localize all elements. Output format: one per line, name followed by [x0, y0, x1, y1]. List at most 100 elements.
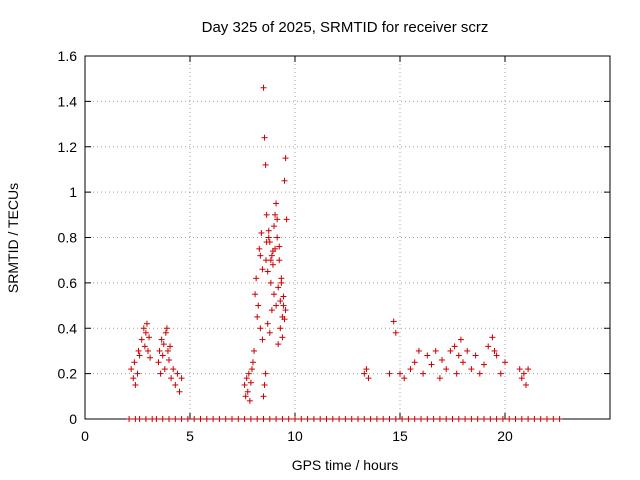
data-point	[310, 416, 317, 422]
data-point	[132, 381, 139, 388]
data-point	[285, 416, 292, 422]
data-point	[523, 381, 529, 388]
data-point	[271, 223, 277, 230]
data-point	[134, 370, 141, 377]
data-point	[283, 216, 290, 223]
data-point	[265, 227, 272, 234]
data-point	[128, 366, 135, 373]
data-point	[160, 341, 167, 348]
data-point	[386, 370, 393, 377]
data-point	[468, 416, 475, 422]
data-point	[157, 370, 164, 377]
data-point	[272, 211, 279, 218]
data-point	[243, 375, 250, 382]
data-point	[263, 211, 270, 218]
data-point	[298, 416, 305, 422]
data-point	[156, 347, 163, 354]
y-tick-label: 1.2	[58, 139, 78, 155]
data-point	[268, 252, 275, 259]
data-point	[367, 416, 374, 422]
data-point	[462, 416, 469, 422]
data-point	[162, 329, 169, 336]
data-point	[168, 375, 175, 382]
data-point	[135, 347, 142, 354]
data-point	[271, 291, 277, 298]
data-point	[184, 416, 191, 422]
data-point	[197, 416, 204, 422]
data-point	[266, 329, 273, 336]
data-point	[131, 359, 138, 366]
x-tick-label: 5	[186, 428, 194, 444]
data-point	[142, 416, 149, 422]
data-point	[392, 416, 399, 422]
data-point	[248, 366, 255, 373]
data-point	[161, 366, 168, 373]
data-point	[355, 416, 361, 422]
data-point	[278, 279, 285, 286]
data-point	[411, 359, 418, 366]
x-tick-label: 20	[497, 428, 513, 444]
data-point	[267, 279, 274, 286]
data-point	[269, 248, 276, 255]
data-point	[449, 416, 456, 422]
data-point	[468, 366, 475, 373]
data-point	[241, 381, 248, 388]
data-point	[130, 375, 137, 382]
data-point	[265, 234, 272, 241]
data-point	[464, 347, 471, 354]
data-point	[348, 416, 355, 422]
data-point	[502, 359, 508, 366]
y-tick-label: 1.6	[58, 48, 78, 64]
data-point	[443, 416, 450, 422]
x-tick-label: 10	[287, 428, 303, 444]
chart-title: Day 325 of 2025, SRMTID for receiver scr…	[202, 19, 489, 36]
data-point	[481, 416, 487, 422]
data-point	[254, 313, 261, 320]
data-point	[244, 388, 251, 395]
data-point	[489, 334, 496, 341]
data-point	[525, 416, 532, 422]
data-point	[262, 370, 269, 377]
data-point	[222, 416, 229, 422]
data-point	[253, 275, 260, 282]
data-point	[361, 416, 368, 422]
data-point	[281, 177, 288, 184]
data-point	[506, 416, 513, 422]
data-point	[273, 200, 280, 207]
data-point	[531, 416, 538, 422]
data-point	[250, 359, 256, 366]
data-point	[277, 325, 284, 332]
data-point	[407, 366, 414, 373]
data-point	[216, 416, 223, 422]
data-point	[242, 393, 249, 400]
data-point	[282, 307, 289, 314]
data-point	[241, 416, 248, 422]
grid-lines	[85, 56, 610, 419]
y-tick-label: 0.6	[58, 275, 78, 291]
data-point	[255, 302, 262, 309]
data-point	[279, 416, 286, 422]
data-point	[147, 354, 154, 361]
data-point	[323, 416, 330, 422]
data-point	[140, 325, 147, 332]
data-point	[399, 416, 406, 422]
data-point	[518, 375, 525, 382]
data-point	[178, 375, 185, 382]
data-points	[126, 84, 563, 422]
data-point	[273, 416, 280, 422]
data-point	[279, 334, 286, 341]
data-point	[142, 329, 149, 336]
data-point	[159, 416, 166, 422]
data-point	[424, 416, 431, 422]
data-point	[342, 416, 349, 422]
data-point	[167, 343, 174, 350]
data-point	[544, 416, 550, 422]
data-point	[415, 347, 422, 354]
data-point	[460, 359, 466, 366]
data-point	[424, 352, 431, 359]
data-point	[493, 352, 500, 359]
data-point	[176, 388, 183, 395]
data-point	[257, 252, 264, 259]
data-point	[329, 416, 336, 422]
